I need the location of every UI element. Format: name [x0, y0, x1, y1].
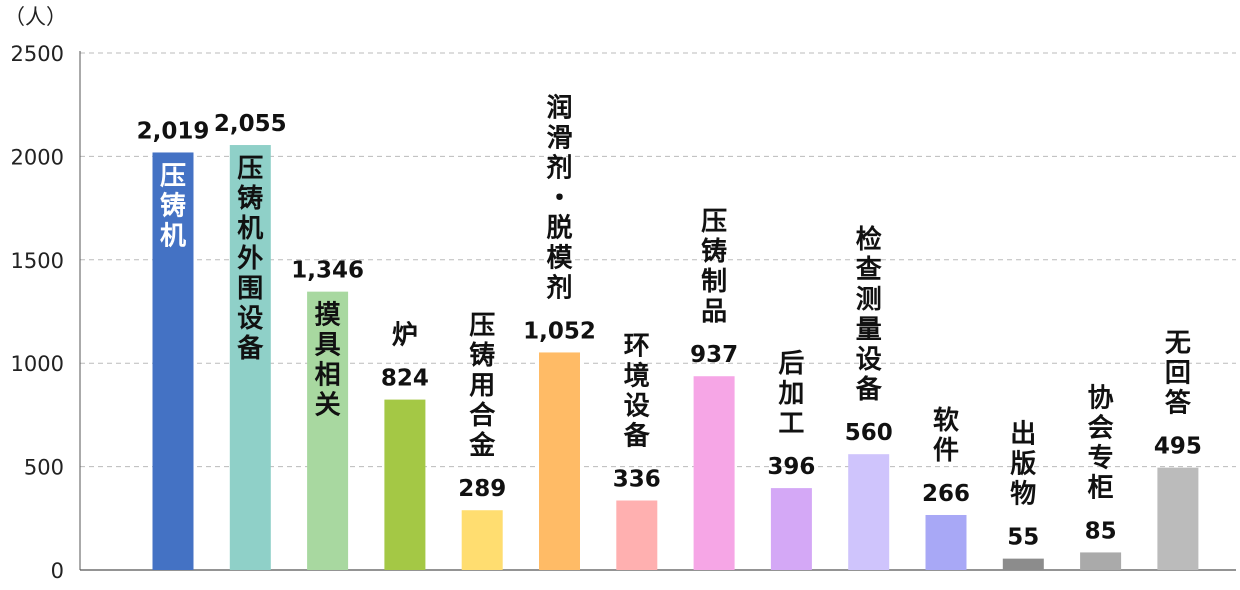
category-label: 润滑剂・脱模剂	[546, 92, 573, 303]
value-label: 2,019	[137, 118, 210, 144]
category-label: 软件	[933, 406, 959, 466]
category-label: 压铸机	[160, 161, 186, 251]
value-label: 55	[1007, 525, 1039, 551]
category-label: 摸具相关	[315, 301, 341, 421]
y-axis: （人） 0 500 1000 1500 2000 2500	[4, 5, 1236, 583]
value-label: 289	[458, 476, 506, 502]
value-label: 824	[381, 366, 429, 392]
bar	[770, 488, 812, 570]
value-label: 336	[613, 467, 661, 493]
category-label: 出版物	[1009, 420, 1036, 510]
category-label: 检查测量设备	[855, 224, 883, 405]
bar	[152, 152, 194, 570]
bar	[616, 500, 658, 570]
category-label: 后加工	[778, 349, 804, 439]
bar	[848, 454, 890, 570]
value-label: 2,055	[214, 111, 287, 137]
category-label: 压铸机外围设备	[236, 154, 264, 364]
bar	[384, 399, 426, 570]
y-tick-label: 1000	[11, 352, 64, 376]
y-tick-label: 2500	[11, 42, 64, 66]
bar	[1080, 552, 1122, 570]
y-tick-label: 1500	[11, 249, 64, 273]
category-label: 协会专柜	[1088, 383, 1114, 503]
value-label: 396	[767, 454, 815, 480]
bar	[539, 352, 580, 570]
bars	[152, 145, 1199, 570]
category-label: 炉	[392, 321, 418, 351]
labels: 2,019 压铸机 2,055 压铸机外围设备 1,346 摸具相关 824 炉 289 压铸用合…	[137, 92, 1202, 550]
bar	[307, 291, 349, 570]
value-label: 1,052	[523, 318, 596, 344]
value-label: 937	[690, 342, 738, 368]
category-label: 环境设备	[623, 332, 651, 452]
value-label: 560	[845, 420, 893, 446]
bar	[229, 145, 271, 570]
bar	[693, 376, 735, 570]
value-label: 266	[922, 481, 970, 507]
y-tick-label: 2000	[11, 145, 64, 169]
bar	[1002, 558, 1044, 570]
bar	[461, 510, 503, 570]
category-label: 压铸用合金	[468, 311, 496, 461]
y-tick-label: 500	[24, 456, 64, 480]
bar	[925, 514, 967, 570]
value-label: 495	[1154, 434, 1202, 460]
y-tick-label: 0	[51, 559, 64, 583]
category-label: 压铸制品	[701, 207, 727, 327]
bar	[1157, 467, 1199, 570]
value-label: 1,346	[291, 258, 364, 284]
value-label: 85	[1085, 518, 1117, 544]
gridlines	[80, 52, 1236, 468]
y-axis-unit: （人）	[4, 5, 67, 29]
category-label: 无回答	[1165, 329, 1192, 419]
